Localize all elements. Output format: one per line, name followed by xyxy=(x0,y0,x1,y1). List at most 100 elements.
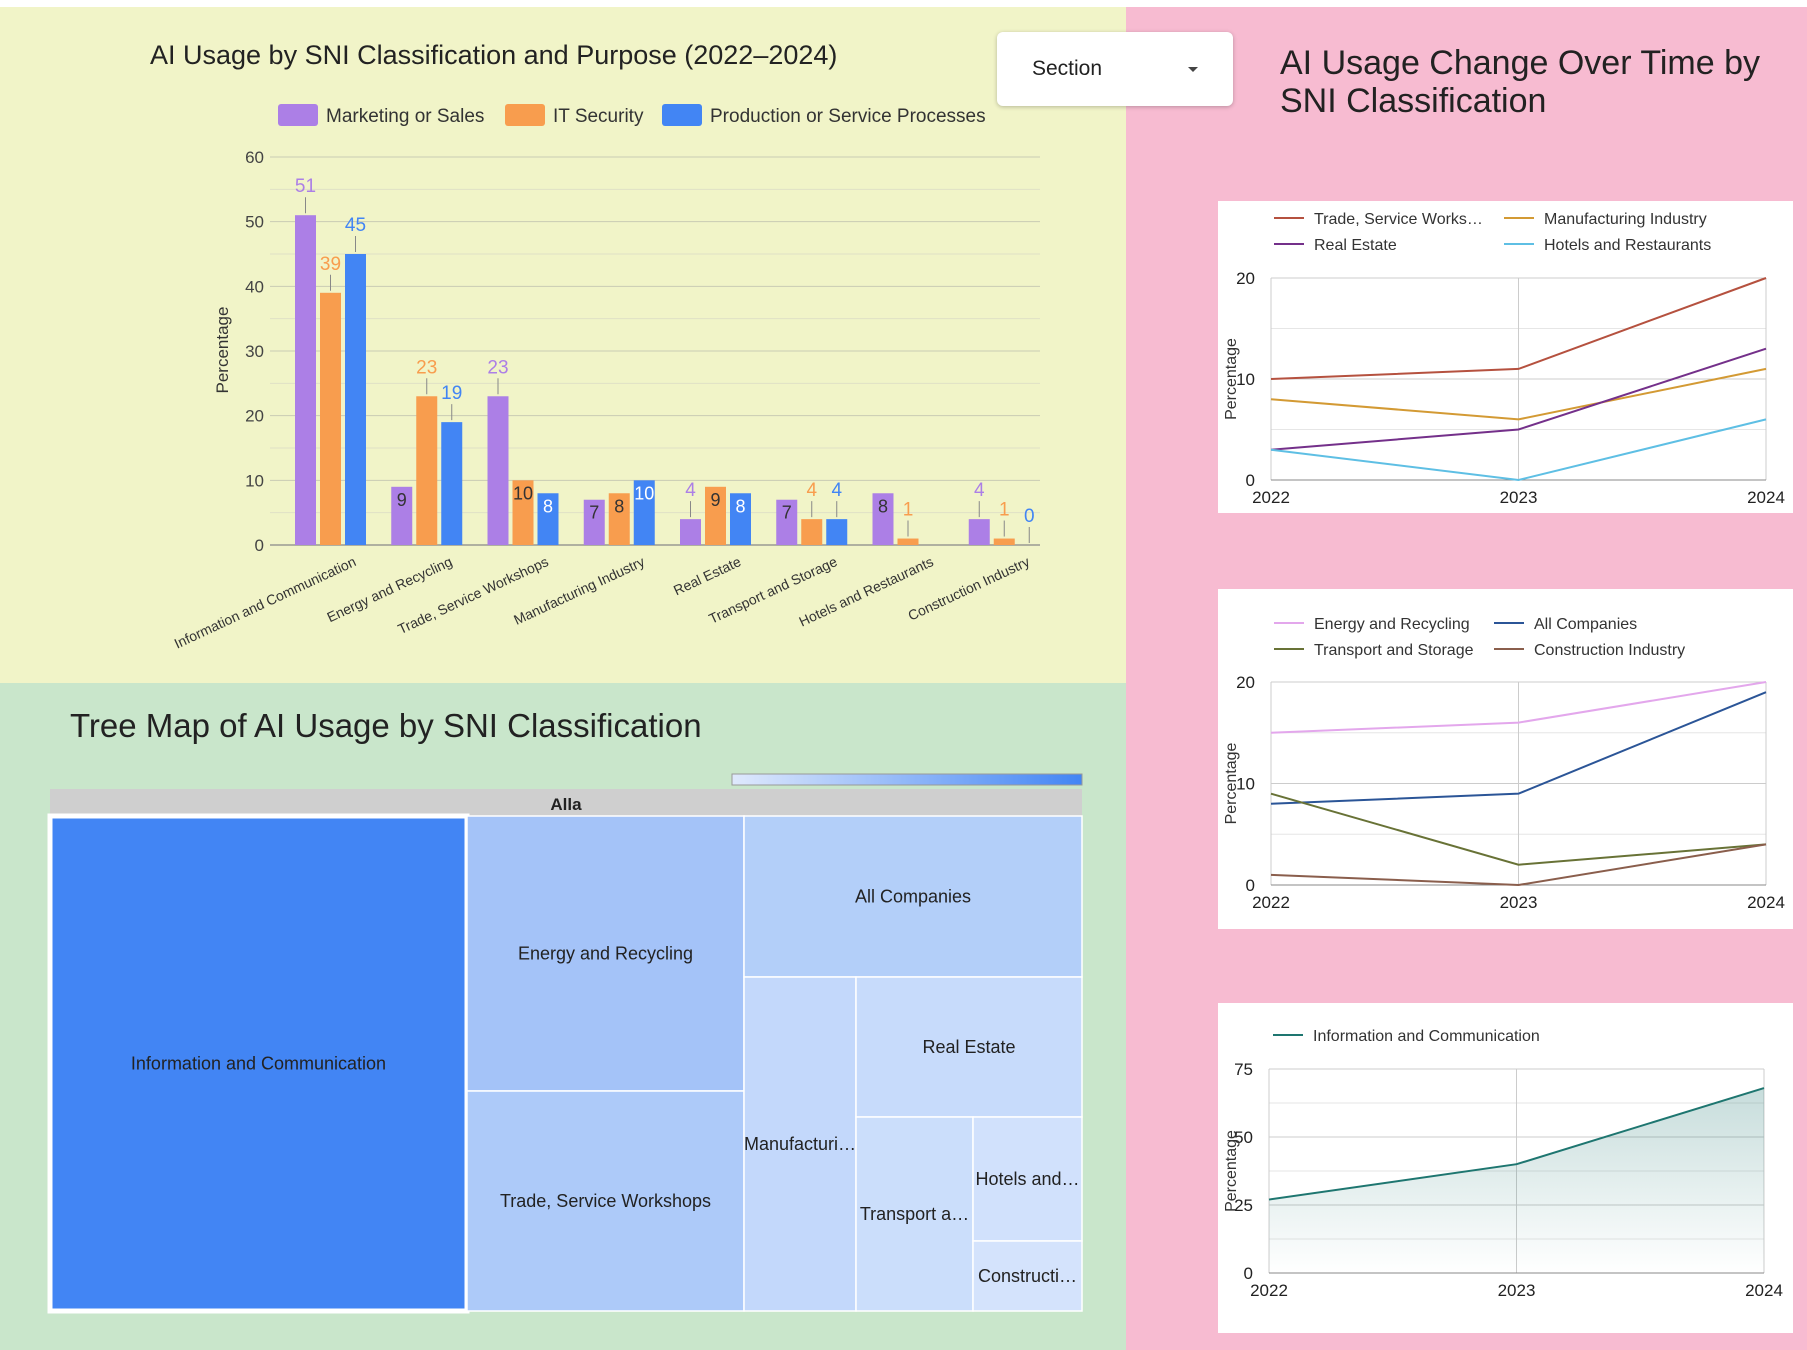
line-series xyxy=(1270,418,1767,482)
bar xyxy=(993,538,1015,545)
chevron-down-icon xyxy=(1188,66,1198,72)
area-chart-card: 2022 2023 2024 0 25 50 75 Percentage Information… xyxy=(1218,1003,1793,1333)
line-x-tick-label: 2024 xyxy=(1745,1281,1783,1300)
bar-data-label: 7 xyxy=(782,503,792,523)
line-series xyxy=(1270,681,1767,734)
treemap-cell-label: Manufacturi… xyxy=(744,1134,856,1154)
bar xyxy=(730,493,751,545)
line-y-tick-label: 10 xyxy=(1236,370,1255,389)
treemap-cell xyxy=(972,1240,1083,1312)
treemap-color-scale xyxy=(731,773,1083,786)
bar xyxy=(320,292,341,545)
line-series xyxy=(1270,691,1767,805)
treemap-title: Tree Map of AI Usage by SNI Classificati… xyxy=(70,707,702,744)
bar xyxy=(295,215,316,545)
bar-y-tick-label: 60 xyxy=(245,148,264,167)
line-x-tick-label: 2022 xyxy=(1250,1281,1288,1300)
bar xyxy=(968,519,990,545)
bar-y-tick-label: 50 xyxy=(245,213,264,232)
treemap-cell-label: Trade, Service Workshops xyxy=(500,1191,711,1211)
bar-y-tick-label: 30 xyxy=(245,342,264,361)
bar-data-label: 1 xyxy=(903,500,914,521)
bar xyxy=(512,480,534,545)
line-y-tick-label: 20 xyxy=(1236,269,1255,288)
line-legend-label: All Companies xyxy=(1534,616,1637,633)
treemap-cell-label: Real Estate xyxy=(922,1037,1015,1057)
bar-y-tick-label: 0 xyxy=(255,536,264,555)
bar-data-label: 4 xyxy=(831,480,842,501)
bar-legend-label: Production or Service Processes xyxy=(710,106,986,127)
line-chart-card-2: 2022 2023 2024 0 10 20 Percentage Energy and Re… xyxy=(1218,589,1793,929)
line-x-tick-label: 2023 xyxy=(1500,488,1538,507)
line-x-tick-label: 2022 xyxy=(1252,488,1290,507)
bar xyxy=(345,254,366,545)
bar-data-label: 4 xyxy=(685,480,696,501)
treemap-root-label: Alla xyxy=(550,795,582,814)
treemap-cell-label: Information and Communication xyxy=(131,1054,386,1074)
line-y-tick-label: 20 xyxy=(1236,673,1255,692)
line-legend-label: Manufacturing Industry xyxy=(1544,211,1707,228)
bar-chart-panel xyxy=(0,7,1126,683)
treemap-cell xyxy=(972,1116,1083,1242)
bar xyxy=(776,499,798,545)
area-fill xyxy=(1269,1088,1764,1273)
line-y-tick-label: 25 xyxy=(1234,1196,1253,1215)
bar-data-label: 23 xyxy=(416,357,437,378)
treemap-cell-label: All Companies xyxy=(855,887,971,907)
line-y-tick-label: 75 xyxy=(1234,1060,1253,1079)
line-y-axis-label: Percentage xyxy=(1223,1130,1240,1212)
section-dropdown[interactable]: Section xyxy=(997,32,1233,106)
bar-legend-swatch xyxy=(662,104,702,126)
bar-data-label: 9 xyxy=(397,490,407,510)
bar-data-label: 4 xyxy=(806,480,817,501)
line-y-tick-label: 0 xyxy=(1246,471,1255,490)
bar-data-label: 4 xyxy=(974,480,985,501)
line-y-tick-label: 0 xyxy=(1246,876,1255,895)
treemap-chart: Alla Information and Communication Energy … xyxy=(47,773,1083,1314)
bar xyxy=(416,396,438,545)
line-y-tick-label: 10 xyxy=(1236,775,1255,794)
bar xyxy=(801,519,823,545)
bar-y-tick-label: 20 xyxy=(245,407,264,426)
bar-data-label: 51 xyxy=(295,176,316,197)
line-series xyxy=(1268,1087,1765,1201)
treemap-root-header xyxy=(50,789,1082,816)
bar xyxy=(583,499,605,545)
bar-data-label: 23 xyxy=(487,357,508,378)
bar-data-label: 8 xyxy=(878,496,888,516)
treemap-cell-label: Energy and Recycling xyxy=(518,944,693,964)
line-charts-title-line1: AI Usage Change Over Time by xyxy=(1280,44,1761,82)
bar xyxy=(633,480,655,545)
bar-y-tick-label: 10 xyxy=(245,471,264,490)
bar xyxy=(608,493,630,545)
bar-data-label: 39 xyxy=(320,254,341,275)
bar-data-label: 7 xyxy=(589,503,599,523)
line-y-tick-label: 50 xyxy=(1234,1128,1253,1147)
line-charts-title-line2: SNI Classification xyxy=(1280,82,1547,120)
bar-data-label: 10 xyxy=(513,483,533,503)
bar-data-label: 8 xyxy=(543,496,553,516)
bar-legend-swatch xyxy=(505,104,545,126)
bar-data-label: 10 xyxy=(634,483,654,503)
line-legend-label: Trade, Service Works… xyxy=(1314,211,1483,228)
line-x-tick-label: 2023 xyxy=(1500,893,1538,912)
bar xyxy=(537,493,559,545)
bar xyxy=(391,486,413,545)
bar xyxy=(441,422,463,545)
section-dropdown-label: Section xyxy=(1032,57,1103,80)
line-x-tick-label: 2024 xyxy=(1747,893,1785,912)
bar-legend-label: IT Security xyxy=(553,106,644,127)
line-legend-label: Transport and Storage xyxy=(1314,642,1474,659)
line-chart-2: 2022 2023 2024 0 10 20 Percentage Energy and Re… xyxy=(1223,616,1785,912)
bar-y-axis-label: Percentage xyxy=(213,307,232,394)
bar xyxy=(705,486,726,545)
treemap-cell-label: Hotels and… xyxy=(975,1169,1079,1189)
bar-data-label: 0 xyxy=(1024,506,1035,527)
treemap-cell xyxy=(466,815,745,1092)
bar-data-label: 8 xyxy=(614,496,624,516)
line-series xyxy=(1270,277,1767,380)
treemap-cell-label: Constructi… xyxy=(978,1266,1077,1286)
bar xyxy=(872,493,894,545)
line-chart-card-1: 2022 2023 2024 0 10 20 Percentage Trade, Servic… xyxy=(1218,201,1793,513)
